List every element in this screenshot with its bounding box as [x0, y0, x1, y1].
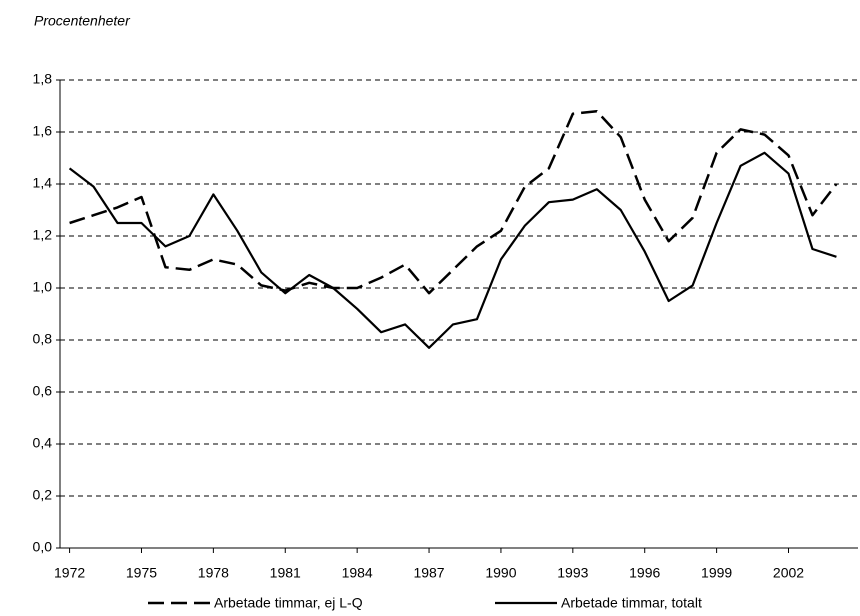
series-line: [69, 109, 838, 295]
x-tick-label: 2002: [773, 565, 804, 581]
y-tick-label: 1,6: [33, 123, 53, 139]
series-line: [68, 151, 837, 349]
x-tick-label: 1996: [629, 565, 660, 581]
x-tick-label: 1981: [270, 565, 301, 581]
y-tick-label: 0,0: [33, 539, 53, 555]
x-tick-label: 1978: [198, 565, 229, 581]
x-tick-label: 1975: [126, 565, 157, 581]
y-tick-label: 0,2: [33, 487, 53, 503]
x-tick-label: 1993: [557, 565, 588, 581]
y-axis-label: Procentenheter: [34, 13, 131, 29]
y-tick-label: 0,8: [33, 331, 53, 347]
y-tick-label: 0,4: [33, 435, 53, 451]
y-tick-label: 1,8: [33, 71, 53, 87]
x-tick-label: 1987: [413, 565, 444, 581]
x-tick-label: 1972: [54, 565, 85, 581]
x-tick-label: 1999: [701, 565, 732, 581]
y-tick-label: 1,0: [33, 279, 53, 295]
legend-label: Arbetade timmar, ej L-Q: [214, 595, 363, 611]
y-tick-label: 1,4: [33, 175, 53, 191]
x-tick-label: 1984: [342, 565, 373, 581]
legend-label: Arbetade timmar, totalt: [561, 595, 702, 611]
y-tick-label: 1,2: [33, 227, 53, 243]
x-tick-label: 1990: [485, 565, 516, 581]
y-tick-label: 0,6: [33, 383, 53, 399]
